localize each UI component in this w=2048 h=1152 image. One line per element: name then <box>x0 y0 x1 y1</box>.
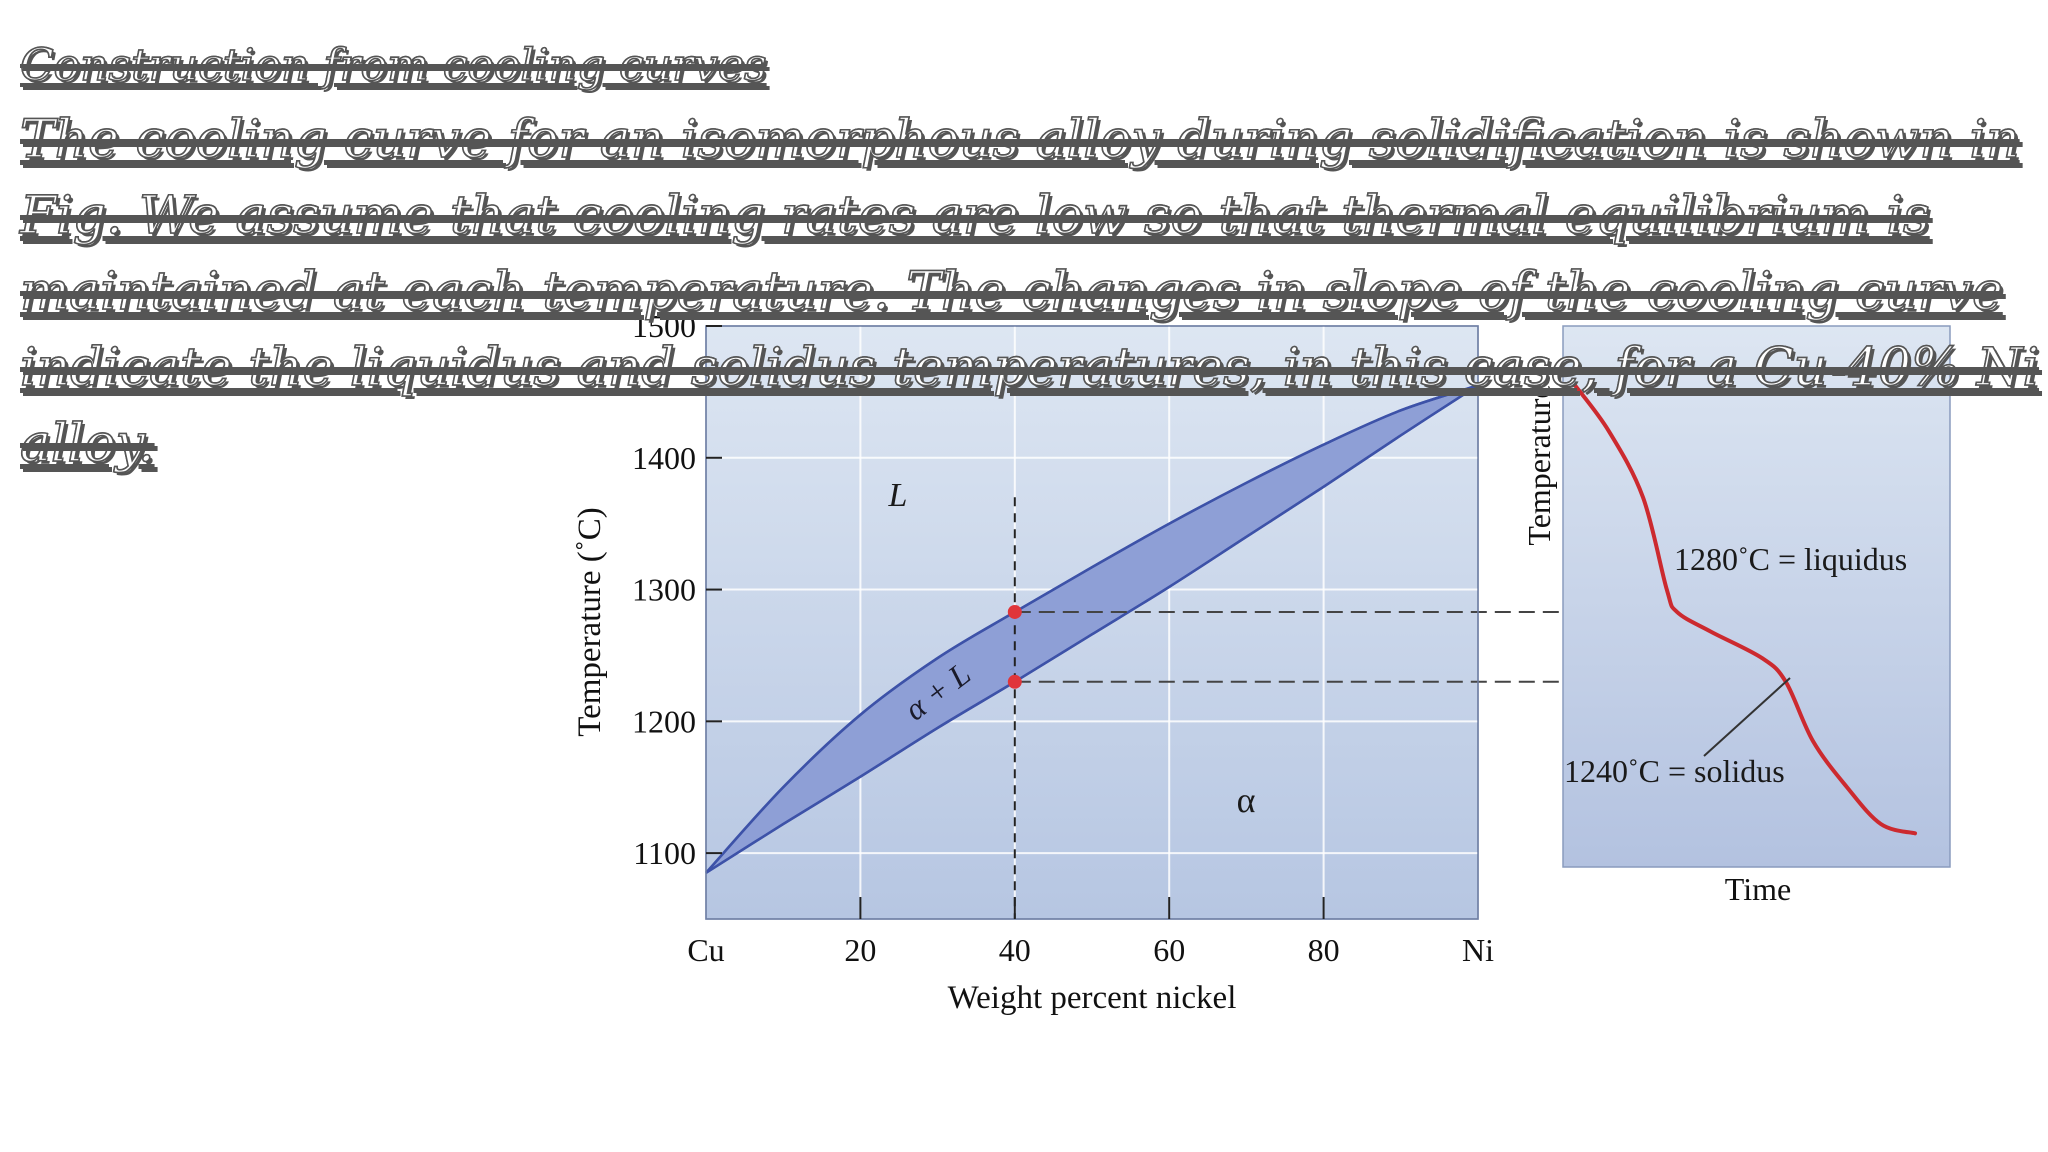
x-tick-label: 20 <box>844 932 876 968</box>
slide-text-line-2: Fig. We assume that cooling rates are lo… <box>19 185 1930 247</box>
cooling-x-axis-title: Time <box>1725 871 1791 907</box>
x-tick-label: 40 <box>999 932 1031 968</box>
phase-boundary-point <box>1007 674 1022 689</box>
solidus-leader-line <box>1703 677 1791 757</box>
slide-heading: Construction from cooling curves <box>19 39 767 92</box>
liquidus-line <box>705 384 1479 874</box>
solidus-annotation: 1240˚C = solidus <box>1564 753 1785 789</box>
y-tick-label: 1100 <box>633 835 696 871</box>
marked-points <box>1007 604 1022 689</box>
y-tick-label: 1500 <box>632 308 696 344</box>
phase-boundary-point <box>1007 604 1022 619</box>
cooling-y-axis-title: Temperature <box>1521 384 1557 545</box>
x-tick-label: Ni <box>1462 932 1494 968</box>
x-tick-label: Cu <box>687 932 724 968</box>
y-tick-label: 1400 <box>632 440 696 476</box>
cooling-plot-area <box>1562 325 1951 868</box>
phase-y-axis-title: Temperature (˚C) <box>572 507 608 737</box>
phase-x-axis-title: Weight percent nickel <box>948 980 1237 1016</box>
solidus-line <box>705 384 1479 874</box>
slide-text: Construction from cooling curves The coo… <box>19 36 2040 482</box>
y-tick-label: 1300 <box>632 572 696 608</box>
cooling-curve-line <box>1573 383 1917 836</box>
slide-text-line-5: alloy. <box>19 413 155 475</box>
region-label-alpha: α <box>1237 780 1256 820</box>
phase-plot-frame <box>705 325 1479 920</box>
y-tick-label: 1200 <box>632 703 696 739</box>
slide-text-line-4: indicate the liquidus and solidus temper… <box>19 337 2040 399</box>
phase-axis-ticks: Cu 20 40 60 80 Ni 1100 1200 1300 1400 1500 <box>632 308 1494 968</box>
x-tick-label: 80 <box>1308 932 1340 968</box>
x-tick-label: 60 <box>1153 932 1185 968</box>
slide-text-line-1: The cooling curve for an isomorphous all… <box>19 109 2020 171</box>
region-label-liquid: L <box>888 477 908 514</box>
cooling-curve-chart: 1280˚C = liquidus 1240˚C = solidus Time … <box>1521 325 1951 907</box>
liquidus-annotation: 1280˚C = liquidus <box>1674 541 1907 577</box>
slide-text-line-3: maintained at each temperature. The chan… <box>19 261 2003 323</box>
